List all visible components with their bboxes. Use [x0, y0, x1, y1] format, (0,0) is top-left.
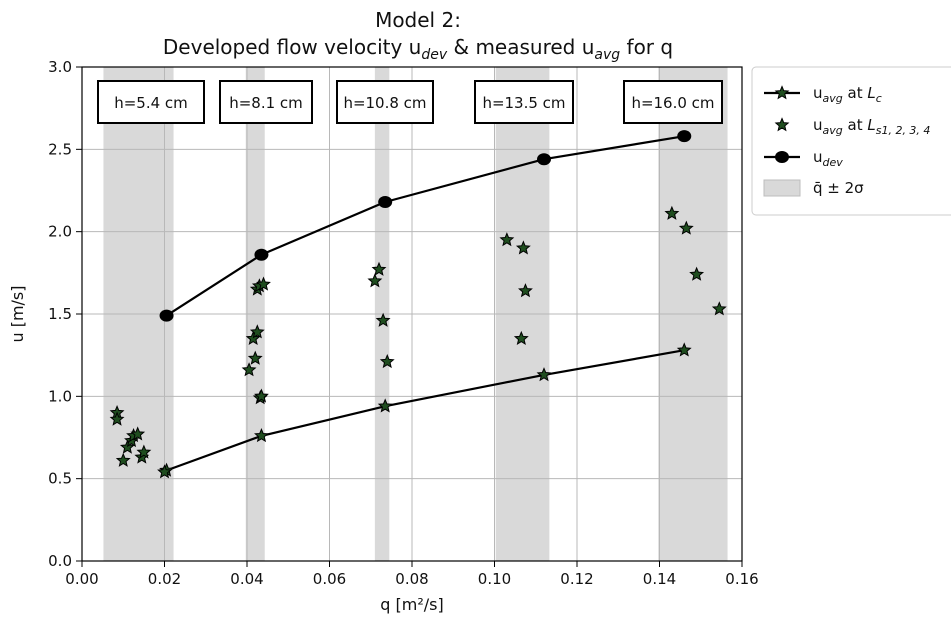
y-tick-label-6: 3.0 [48, 58, 72, 76]
x-tick-label-4: 0.08 [395, 570, 428, 588]
x-tick-label-8: 0.16 [725, 570, 758, 588]
u-avg-ls-point-21 [371, 261, 387, 276]
u-avg-ls-point-31 [711, 301, 727, 316]
y-tick-label-4: 2.0 [48, 223, 72, 241]
u-dev-point-5 [677, 130, 692, 143]
height-labels: h=5.4 cm h=8.1 cm h=10.8 cm h=13.5 cm h=16.0… [97, 80, 723, 124]
legend-label-0: uavg at Lc [813, 84, 882, 105]
legend-label-3: q̄ ± 2σ [813, 179, 864, 197]
height-label-4: h=13.5 cm [482, 94, 565, 112]
height-label-box-1 [97, 80, 205, 124]
x-tick-label-1: 0.02 [148, 570, 181, 588]
y-tick-label-3: 1.5 [48, 305, 72, 323]
x-tick-label-5: 0.10 [478, 570, 511, 588]
u-avg-lc-point-4 [536, 367, 552, 382]
u-dev-point-3 [378, 196, 393, 209]
legend-box [751, 66, 951, 216]
u-avg-lc-point-5 [676, 342, 692, 357]
u-avg-ls-point-20 [367, 273, 383, 288]
u-avg-ls-point-18 [254, 388, 269, 403]
height-label-3: h=10.8 cm [343, 94, 426, 112]
y-axis-label: u [m/s] [8, 285, 27, 342]
legend-band-patch [763, 179, 801, 197]
u-avg-ls-point-2 [109, 411, 125, 426]
x-tick-label-7: 0.14 [643, 570, 676, 588]
chart-title: Model 2: Developed flow velocity udev & … [163, 8, 673, 63]
x-tick-label-2: 0.04 [230, 570, 263, 588]
series-lines [166, 135, 685, 472]
u-avg-ls-point-26 [515, 240, 531, 255]
u-avg-ls-point-19 [256, 276, 271, 291]
x-tick-label-3: 0.06 [313, 570, 346, 588]
series-line-3 [166, 135, 685, 317]
u-avg-ls-point-23 [379, 353, 395, 369]
legend-label-1: uavg at Ls1, 2, 3, 4 [813, 116, 930, 137]
u-avg-ls-point-30 [689, 266, 705, 281]
x-tick-label-6: 0.12 [560, 570, 593, 588]
u-avg-ls-point-13 [247, 350, 263, 365]
y-tick-label-1: 0.5 [48, 470, 72, 488]
u-avg-ls-point-14 [249, 324, 265, 339]
legend-star-icon-1 [774, 117, 790, 132]
height-label-box-3 [336, 80, 434, 124]
height-label-box-2 [219, 80, 313, 124]
chart-title-line-1: Model 2: [375, 8, 461, 32]
height-label-box-4 [474, 80, 574, 124]
legend: uavg at Lc uavg at Ls1, 2, 3, 4 udev q̄ ± 2… [751, 66, 951, 216]
axis-ticks: 0.00 0.02 0.04 0.06 0.08 0.10 0.12 0.14 0.16 0.0 0… [48, 58, 759, 588]
x-tick-label-0: 0.00 [65, 570, 98, 588]
y-tick-label-2: 1.0 [48, 387, 72, 405]
legend-circle-icon-2 [775, 151, 789, 163]
u-avg-ls-point-27 [518, 283, 533, 298]
u-avg-lc-point-2 [254, 428, 269, 443]
u-avg-ls-point-9 [136, 444, 152, 459]
u-avg-ls-point-10 [157, 464, 172, 479]
u-avg-ls-point-22 [375, 312, 391, 327]
u-avg-ls-point-28 [664, 205, 680, 220]
u-dev-point-4 [537, 153, 551, 166]
y-tick-label-5: 2.5 [48, 140, 72, 158]
height-label-1: h=5.4 cm [114, 94, 188, 112]
u-avg-lc-point-3 [377, 398, 393, 413]
legend-star-icon-0 [774, 85, 790, 100]
markers [109, 130, 727, 479]
height-label-5: h=16.0 cm [631, 94, 714, 112]
u-avg-ls-point-11 [241, 362, 257, 377]
u-dev-point-2 [254, 248, 269, 261]
chart-title-line-2: Developed flow velocity udev & measured … [163, 35, 673, 63]
u-dev-point-1 [159, 309, 174, 322]
u-avg-ls-point-25 [513, 330, 529, 346]
grid [81, 66, 743, 562]
u-avg-ls-point-3 [115, 452, 131, 467]
u-avg-ls-point-24 [499, 232, 515, 247]
y-tick-label-0: 0.0 [48, 552, 72, 570]
u-avg-ls-point-7 [130, 426, 146, 441]
u-avg-ls-point-29 [678, 220, 694, 235]
height-label-2: h=8.1 cm [229, 94, 303, 112]
height-label-box-5 [623, 80, 723, 124]
x-axis-label: q [m²/s] [380, 595, 443, 614]
legend-label-2: udev [813, 148, 843, 169]
